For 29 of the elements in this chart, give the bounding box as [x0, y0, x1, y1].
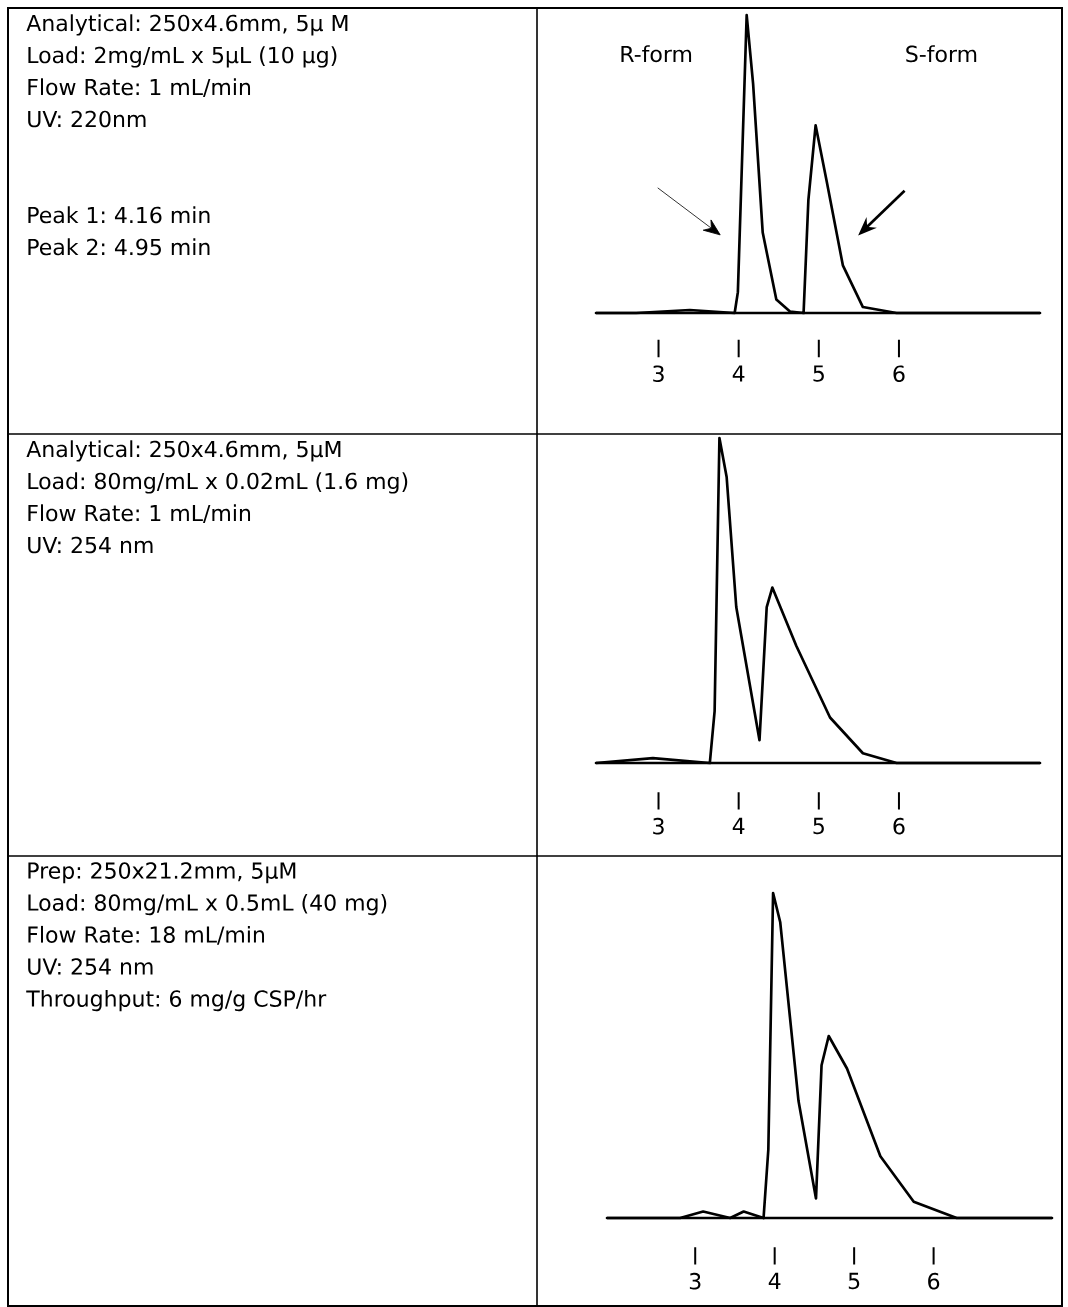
text: Load: 80mg/mL x 0.5mL (40 mg): [28, 893, 387, 916]
x-tick-label: 5: [813, 817, 824, 835]
text: Peak 1: 4.16 min: [28, 206, 210, 224]
annotation: R-form: [621, 45, 692, 63]
text: Load: 80mg/mL x 0.02mL (1.6 mg): [28, 472, 408, 494]
text: Peak 2: 4.95 min: [28, 238, 210, 256]
x-tick-label: 3: [653, 365, 664, 383]
text: Flow Rate: 18 mL/min: [28, 925, 265, 945]
x-tick-label: 4: [768, 1272, 781, 1289]
text: Flow Rate: 1 mL/min: [28, 78, 251, 98]
text: Prep: 250x21.2mm, 5µM: [28, 862, 296, 884]
x-tick-label: 5: [848, 1272, 860, 1290]
text: Throughput: 6 mg/g CSP/hr: [26, 989, 327, 1012]
annotation: S-form: [906, 45, 977, 63]
text: Load: 2mg/mL x 5µL (10 μg): [28, 46, 337, 68]
x-tick-label: 5: [813, 365, 824, 382]
text: Analytical: 250x4.6mm, 5µ M: [26, 14, 348, 36]
text: UV: 220nm: [28, 110, 146, 128]
x-tick-label: 4: [732, 817, 745, 834]
x-tick-label: 3: [689, 1272, 701, 1290]
text: UV: 254 nm: [28, 536, 153, 554]
x-tick-label: 3: [653, 817, 664, 835]
x-tick-label: 6: [893, 365, 905, 383]
x-tick-label: 6: [928, 1272, 940, 1290]
text: Flow Rate: 1 mL/min: [28, 504, 251, 524]
text: Analytical: 250x4.6mm, 5µM: [26, 440, 341, 462]
x-tick-label: 6: [893, 817, 905, 835]
text: UV: 254 nm: [28, 958, 153, 975]
x-tick-label: 4: [732, 365, 745, 382]
